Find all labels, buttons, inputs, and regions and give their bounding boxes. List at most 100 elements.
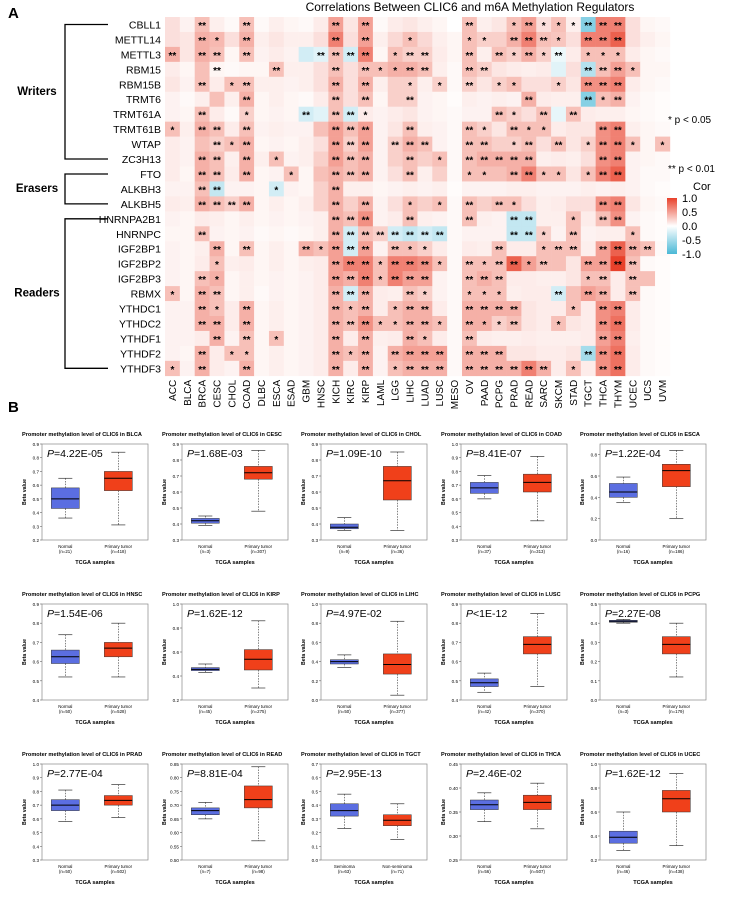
heatmap-cell — [536, 226, 552, 242]
heatmap-cell — [224, 17, 240, 33]
color-legend-bar — [667, 198, 677, 254]
significance-mark: * — [349, 350, 353, 361]
heatmap-cell — [625, 271, 641, 287]
group-count: (n=50) — [59, 709, 72, 714]
heatmap-cell — [372, 181, 389, 197]
heatmap-cell — [447, 256, 463, 272]
p-value: P=1.68E-03 — [187, 448, 243, 460]
heatmap-cell — [358, 345, 374, 362]
heatmap-cell — [165, 151, 181, 167]
significance-mark: ** — [584, 21, 592, 32]
y-tick-label: 0.9 — [33, 776, 40, 781]
column-label: HNSC — [316, 380, 327, 408]
significance-mark: ** — [243, 245, 251, 256]
significance-mark: ** — [480, 156, 488, 167]
heatmap-cell — [254, 286, 270, 302]
significance-mark: * — [557, 320, 561, 331]
heatmap-cell — [432, 121, 448, 137]
column-label: KIRC — [346, 380, 357, 404]
significance-mark: * — [497, 81, 501, 92]
boxplot-title: Promoter methylation level of CLIC6 in T… — [441, 752, 561, 758]
row-label: YTHDF1 — [120, 333, 161, 345]
heatmap-cell — [179, 91, 195, 107]
heatmap-cell — [640, 241, 656, 257]
heatmap-cell — [179, 226, 195, 242]
heatmap-cell — [268, 330, 285, 347]
heatmap-cell — [343, 316, 359, 332]
heatmap-cell — [268, 286, 285, 302]
heatmap-cell — [387, 166, 403, 182]
heatmap-cell — [476, 17, 492, 33]
heatmap-cell — [165, 241, 181, 257]
significance-mark: ** — [198, 230, 206, 241]
group-label: Primary tumor — [384, 544, 412, 549]
heatmap-cell — [224, 345, 240, 362]
heatmap-cell — [254, 211, 270, 227]
heatmap-cell — [179, 17, 195, 33]
significance-mark: * — [274, 185, 278, 196]
heatmap-cell — [595, 241, 611, 257]
significance-mark: ** — [614, 305, 622, 316]
significance-mark: ** — [362, 365, 370, 376]
heatmap-cell — [640, 196, 656, 212]
heatmap-cell — [209, 256, 225, 272]
group-count: (n=42) — [478, 709, 491, 714]
significance-mark: ** — [332, 320, 340, 331]
heatmap-cell — [194, 256, 210, 272]
heatmap-cell — [254, 360, 270, 377]
heatmap-cell — [565, 241, 582, 257]
heatmap-cell — [194, 61, 210, 78]
heatmap-cell — [328, 196, 344, 212]
heatmap-cell — [551, 211, 567, 227]
significance-mark: ** — [466, 260, 474, 271]
y-axis-label: Beta value — [441, 799, 447, 825]
group-label: Normal — [58, 544, 72, 549]
heatmap-cells — [165, 17, 671, 377]
heatmap-cell — [343, 121, 359, 137]
significance-mark: ** — [406, 141, 414, 152]
heatmap-cell — [536, 316, 552, 332]
box — [330, 803, 359, 817]
significance-mark: * — [408, 36, 412, 47]
heatmap-cell — [239, 31, 255, 48]
group-label: Readers — [14, 288, 59, 300]
boxplot-panel: Promoter methylation level of CLIC6 in B… — [22, 432, 149, 566]
significance-mark: ** — [332, 96, 340, 107]
heatmap-cell — [194, 241, 210, 257]
heatmap-cell — [551, 61, 567, 78]
significance-mark: ** — [406, 51, 414, 62]
significance-mark: ** — [436, 365, 444, 376]
heatmap-cell — [298, 345, 314, 362]
y-tick-label: 0.6 — [452, 660, 459, 665]
heatmap-cell — [476, 345, 492, 362]
significance-mark: ** — [406, 320, 414, 331]
y-tick-label: 0.35 — [449, 810, 458, 815]
heatmap-cell — [313, 151, 329, 167]
column-label: TGCT — [584, 380, 595, 407]
boxplot-panel: Promoter methylation level of CLIC6 in L… — [441, 592, 568, 726]
y-tick-label: 0.70 — [170, 803, 179, 808]
x-axis-label: TCGA samples — [494, 880, 534, 886]
heatmap-cell — [194, 316, 210, 332]
y-tick-label: 0.9 — [452, 456, 459, 461]
y-tick-label: 1.0 — [452, 442, 459, 447]
heatmap-cell — [165, 46, 181, 63]
heatmap-cell — [387, 286, 403, 302]
significance-mark: ** — [495, 260, 503, 271]
heatmap-cell — [224, 196, 240, 212]
heatmap-cell — [358, 91, 374, 107]
significance-mark: ** — [466, 51, 474, 62]
significance-mark: ** — [421, 260, 429, 271]
heatmap-cell — [491, 271, 507, 287]
heatmap-cell — [640, 345, 656, 362]
heatmap-cell — [239, 345, 255, 362]
box — [662, 464, 691, 487]
significance-mark: * — [527, 126, 531, 137]
significance-mark: ** — [213, 245, 221, 256]
heatmap-cell — [476, 256, 492, 272]
heatmap-cell — [640, 121, 656, 137]
heatmap-cell — [506, 46, 522, 63]
heatmap-cell — [655, 151, 671, 167]
heatmap-cell — [165, 136, 181, 152]
